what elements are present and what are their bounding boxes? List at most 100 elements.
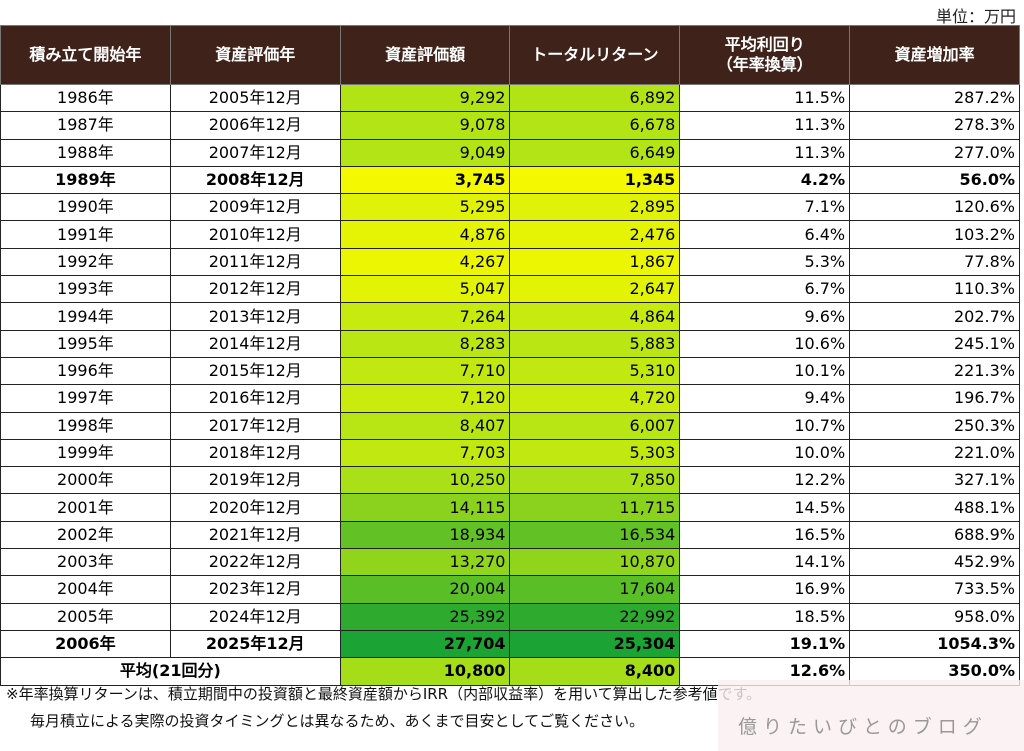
table-cell: 13,270 [339,548,511,577]
table-cell: 452.9% [849,548,1020,577]
table-cell: 16.5% [679,520,851,550]
table-cell: 1993年 [0,275,171,304]
average-cell: 10,800 [339,657,511,686]
table-cell: 9,078 [339,111,511,140]
table-cell: 14,115 [339,493,511,522]
table-cell: 221.3% [849,356,1020,386]
table-cell: 1996年 [0,356,171,386]
table-cell: 11.3% [679,111,851,140]
table-cell: 250.3% [849,411,1020,440]
table-cell: 9,292 [339,83,511,113]
table-row: 2006年 2025年12月 27,704 25,304 19.1% 1054.3% [0,629,1020,659]
table-cell: 2025年12月 [169,629,341,659]
table-row: 2002年 2021年12月 18,934 16,534 16.5% 688.9% [0,520,1020,550]
table-cell: 2016年12月 [169,384,341,413]
table-row: 1999年 2018年12月 7,703 5,303 10.0% 221.0% [0,438,1020,468]
table-cell: 11.3% [679,138,851,167]
watermark-box [718,680,1024,751]
table-cell: 287.2% [849,83,1020,113]
table-cell: 2,476 [509,220,681,249]
table-cell: 2008年12月 [169,165,341,195]
table-cell: 14.1% [679,548,851,577]
table-row: 1987年 2006年12月 9,078 6,678 11.3% 278.3% [0,111,1020,140]
table-cell: 5,883 [509,329,681,358]
table-cell: 7,703 [339,438,511,468]
table-cell: 4,267 [339,247,511,277]
table-row: 1986年 2005年12月 9,292 6,892 11.5% 287.2% [0,83,1020,113]
table-row: 2005年 2024年12月 25,392 22,992 18.5% 958.0% [0,602,1020,631]
table-cell: 1998年 [0,411,171,440]
table-cell: 6.4% [679,220,851,249]
table-cell: 278.3% [849,111,1020,140]
table-cell: 1986年 [0,83,171,113]
table-row: 1993年 2012年12月 5,047 2,647 6.7% 110.3% [0,275,1020,304]
table-row: 2004年 2023年12月 20,004 17,604 16.9% 733.5% [0,575,1020,604]
table-cell: 103.2% [849,220,1020,249]
table-cell: 5.3% [679,247,851,277]
table-cell: 10,250 [339,466,511,495]
table-cell: 19.1% [679,629,851,659]
table-cell: 1054.3% [849,629,1020,659]
table-cell: 2012年12月 [169,275,341,304]
table-cell: 5,295 [339,193,511,222]
table-cell: 1992年 [0,247,171,277]
table-cell: 7,710 [339,356,511,386]
table-cell: 2023年12月 [169,575,341,604]
table-cell: 4,720 [509,384,681,413]
table-cell: 11,715 [509,493,681,522]
table-cell: 7,850 [509,466,681,495]
table-cell: 1999年 [0,438,171,468]
table-cell: 9,049 [339,138,511,167]
table-cell: 2018年12月 [169,438,341,468]
table-row: 1991年 2010年12月 4,876 2,476 6.4% 103.2% [0,220,1020,249]
table-cell: 1995年 [0,329,171,358]
table-cell: 2022年12月 [169,548,341,577]
table-cell: 120.6% [849,193,1020,222]
table-cell: 4.2% [679,165,851,195]
table-cell: 1991年 [0,220,171,249]
table-row: 1997年 2016年12月 7,120 4,720 9.4% 196.7% [0,384,1020,413]
table-cell: 6,649 [509,138,681,167]
table-row: 2003年 2022年12月 13,270 10,870 14.1% 452.9% [0,548,1020,577]
column-header: 積み立て開始年 [0,25,171,85]
table-cell: 10.7% [679,411,851,440]
table-cell: 1997年 [0,384,171,413]
table-cell: 2005年12月 [169,83,341,113]
table-cell: 5,047 [339,275,511,304]
table-cell: 8,407 [339,411,511,440]
unit-label: 単位：万円 [935,7,1016,26]
table-cell: 1994年 [0,302,171,331]
table-cell: 1987年 [0,111,171,140]
table-cell: 5,303 [509,438,681,468]
table-cell: 2000年 [0,466,171,495]
table-cell: 10.0% [679,438,851,468]
table-cell: 2006年12月 [169,111,341,140]
table-cell: 7,264 [339,302,511,331]
table-cell: 221.0% [849,438,1020,468]
table-row: 1994年 2013年12月 7,264 4,864 9.6% 202.7% [0,302,1020,331]
table-cell: 196.7% [849,384,1020,413]
table-cell: 2014年12月 [169,329,341,358]
table-cell: 27,704 [339,629,511,659]
column-header: 平均利回り （年率換算） [679,25,851,85]
table-row: 1998年 2017年12月 8,407 6,007 10.7% 250.3% [0,411,1020,440]
table-cell: 14.5% [679,493,851,522]
table-cell: 1,867 [509,247,681,277]
table-row: 1990年 2009年12月 5,295 2,895 7.1% 120.6% [0,193,1020,222]
table-row: 1996年 2015年12月 7,710 5,310 10.1% 221.3% [0,356,1020,386]
table-cell: 77.8% [849,247,1020,277]
column-header: 資産評価年 [169,25,341,85]
table-cell: 277.0% [849,138,1020,167]
table-cell: 6.7% [679,275,851,304]
table-cell: 22,992 [509,602,681,631]
table-cell: 17,604 [509,575,681,604]
table-row: 1989年 2008年12月 3,745 1,345 4.2% 56.0% [0,165,1020,195]
table-cell: 6,892 [509,83,681,113]
table-cell: 1,345 [509,165,681,195]
table-cell: 25,304 [509,629,681,659]
column-header: トータルリターン [509,25,681,85]
table-cell: 7.1% [679,193,851,222]
table-cell: 9.6% [679,302,851,331]
table-cell: 2006年 [0,629,171,659]
table-cell: 12.2% [679,466,851,495]
